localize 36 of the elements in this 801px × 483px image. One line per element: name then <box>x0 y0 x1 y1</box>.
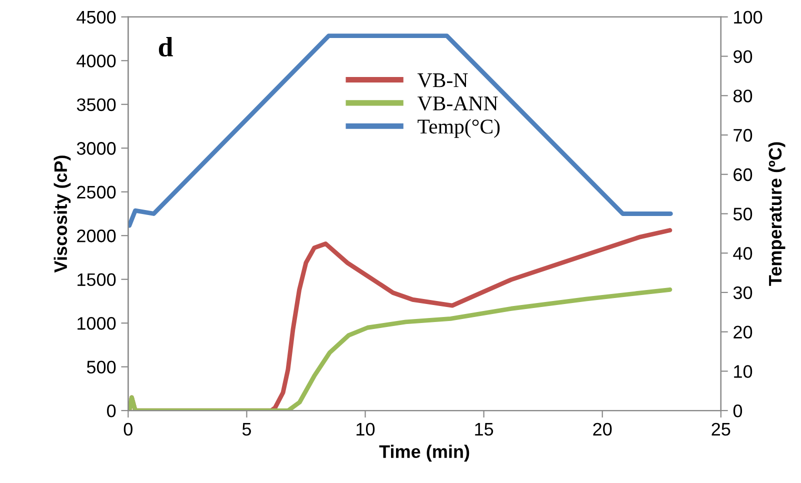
y2-tick-label: 30 <box>733 286 752 300</box>
x-axis-title: Time (min) <box>379 444 470 462</box>
y2-axis-title: Temperature (ºC) <box>768 142 786 286</box>
y-tick-label: 1500 <box>78 273 116 286</box>
y2-tick-label: 60 <box>734 168 752 182</box>
y-tick-label: 4500 <box>76 10 116 24</box>
y-tick-label: 3000 <box>76 142 116 155</box>
line-series <box>128 34 673 228</box>
y2-tick-label: 90 <box>734 50 752 63</box>
x-tick-label: 0 <box>124 422 132 436</box>
legend-label: VB-N <box>418 73 468 88</box>
y2-tick-label: 10 <box>734 365 752 378</box>
y-tick-label: 4000 <box>76 54 116 68</box>
line-series <box>128 287 672 411</box>
x-tick-label: 25 <box>712 422 730 436</box>
y2-tick-label: 50 <box>733 208 752 220</box>
annotation: d <box>158 36 173 57</box>
y-tick-label: 1000 <box>78 317 116 330</box>
legend-label: Temp(°C) <box>418 118 500 138</box>
x-tick-label: 20 <box>593 422 612 436</box>
y-tick-label: 3500 <box>76 98 116 112</box>
x-tick-label: 5 <box>242 423 251 436</box>
y2-tick-label: 0 <box>733 404 742 418</box>
y-tick-label: 2500 <box>77 186 116 199</box>
y2-tick-label: 20 <box>734 326 752 339</box>
legend-label: VB-ANN <box>418 96 498 111</box>
y2-tick-label: 70 <box>734 128 752 142</box>
x-tick-label: 10 <box>356 422 375 436</box>
y-tick-label: 500 <box>86 360 116 374</box>
y-axis-title: Viscosity (cP) <box>54 156 71 273</box>
y2-tick-label: 80 <box>733 90 752 102</box>
y2-tick-label: 40 <box>733 247 752 260</box>
y-tick-label: 2000 <box>77 230 116 242</box>
y2-tick-label: 100 <box>734 10 762 24</box>
y-tick-label: 0 <box>107 404 116 418</box>
x-tick-label: 15 <box>475 423 494 436</box>
